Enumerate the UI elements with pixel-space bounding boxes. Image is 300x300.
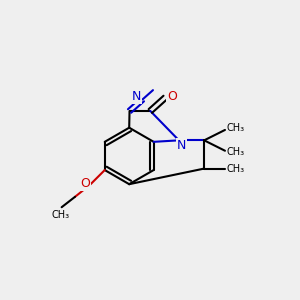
Text: N: N: [177, 139, 186, 152]
Text: O: O: [80, 177, 90, 190]
Text: CH₃: CH₃: [226, 147, 244, 157]
Text: N: N: [132, 90, 141, 103]
Text: O: O: [167, 90, 177, 103]
Text: CH₃: CH₃: [226, 124, 244, 134]
Text: CH₃: CH₃: [51, 210, 69, 220]
Text: CH₃: CH₃: [226, 164, 244, 174]
